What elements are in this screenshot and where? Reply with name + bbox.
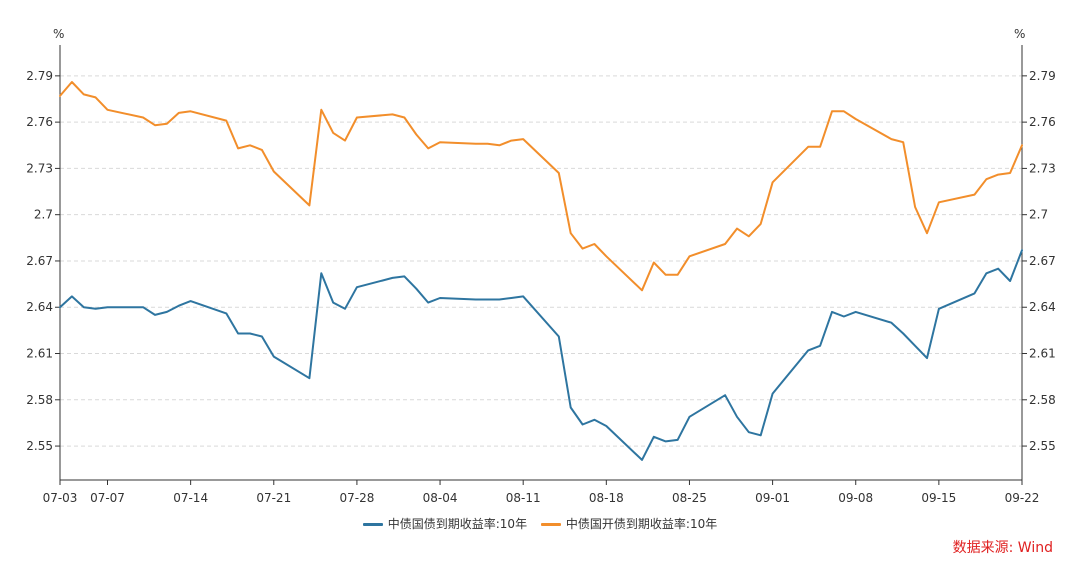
legend: 中债国债到期收益率:10年 中债国开债到期收益率:10年 <box>0 515 1080 532</box>
series-line-cdb-10y <box>59 81 1023 292</box>
y-tick-label-left: 2.58 <box>26 393 53 407</box>
x-tick-label: 08-18 <box>589 491 624 505</box>
legend-item-cgb: 中债国债到期收益率:10年 <box>362 515 528 532</box>
x-tick-label: 09-08 <box>838 491 873 505</box>
x-tick-label: 07-03 <box>43 491 78 505</box>
x-tick-label: 09-15 <box>921 491 956 505</box>
y-tick-label-right: 2.79 <box>1029 69 1056 83</box>
y-tick-label-left: 2.76 <box>26 115 53 129</box>
legend-swatch-cdb <box>540 523 561 526</box>
y-tick-label-left: 2.55 <box>26 439 53 453</box>
x-tick-label: 07-07 <box>90 491 125 505</box>
y-tick-label-right: 2.61 <box>1029 347 1056 361</box>
y-tick-label-left: 2.73 <box>26 161 53 175</box>
legend-label-cdb: 中债国开债到期收益率:10年 <box>565 517 718 531</box>
y-tick-label-left: 2.67 <box>26 254 53 268</box>
y-tick-label-right: 2.55 <box>1029 439 1056 453</box>
y-unit-right: % <box>1014 27 1025 41</box>
x-tick-label: 08-11 <box>506 491 541 505</box>
y-tick-label-right: 2.64 <box>1029 300 1056 314</box>
y-tick-label-right: 2.76 <box>1029 115 1056 129</box>
x-tick-label: 07-28 <box>339 491 374 505</box>
series-line-cgb-10y <box>59 249 1023 461</box>
legend-item-cdb: 中债国开债到期收益率:10年 <box>540 515 718 532</box>
x-tick-label: 08-04 <box>423 491 458 505</box>
axes <box>55 45 1027 485</box>
legend-swatch-cgb <box>362 523 383 526</box>
line-chart: 2.55 2.55 2.58 2.58 2.61 2.61 2.64 2.64 2.67 2.67… <box>26 27 1055 505</box>
data-source-note: 数据来源: Wind <box>952 540 1053 556</box>
y-tick-label-left: 2.79 <box>26 69 53 83</box>
y-tick-label-left: 2.61 <box>26 347 53 361</box>
x-tick-label: 09-22 <box>1005 491 1040 505</box>
y-tick-label-left: 2.7 <box>34 208 53 222</box>
legend-label-cgb: 中债国债到期收益率:10年 <box>387 517 528 531</box>
x-tick-label: 08-25 <box>672 491 707 505</box>
y-tick-label-left: 2.64 <box>26 300 53 314</box>
x-tick-label: 07-21 <box>256 491 291 505</box>
x-tick-label: 07-14 <box>173 491 208 505</box>
y-tick-label-right: 2.58 <box>1029 393 1056 407</box>
x-tick-label: 09-01 <box>755 491 790 505</box>
series-lines <box>59 81 1023 461</box>
y-unit-left: % <box>53 27 64 41</box>
y-tick-label-right: 2.73 <box>1029 161 1056 175</box>
y-tick-label-right: 2.67 <box>1029 254 1056 268</box>
y-tick-label-right: 2.7 <box>1029 208 1048 222</box>
tick-labels: 2.55 2.55 2.58 2.58 2.61 2.61 2.64 2.64 2.67 2.67… <box>26 69 1055 505</box>
